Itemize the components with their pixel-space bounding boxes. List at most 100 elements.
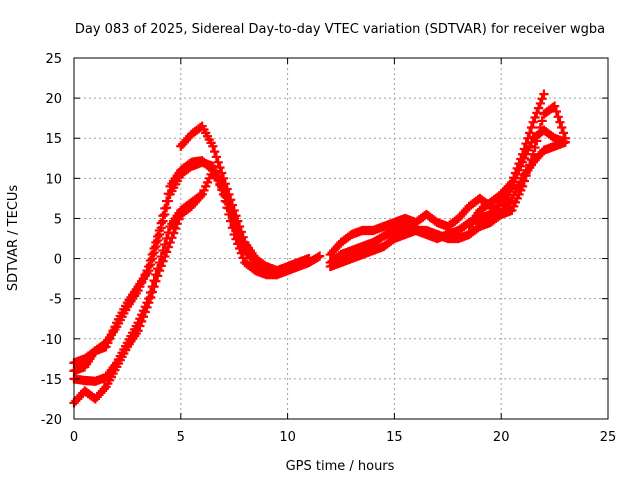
chart-title: Day 083 of 2025, Sidereal Day-to-day VTE…	[75, 22, 605, 37]
data-point	[530, 112, 540, 123]
data-point	[156, 223, 166, 233]
data-point	[158, 216, 168, 226]
data-point	[229, 205, 239, 216]
x-axis-label: GPS time / hours	[286, 459, 395, 474]
data-point	[530, 142, 540, 153]
data-point	[238, 232, 248, 242]
data-point	[528, 117, 538, 127]
y-tick-label: 25	[45, 52, 62, 67]
data-point	[537, 94, 547, 104]
data-point	[238, 253, 248, 263]
data-point	[170, 223, 181, 234]
data-point	[558, 128, 569, 138]
data-point	[315, 251, 325, 261]
data-point	[233, 239, 243, 249]
data-point	[218, 173, 229, 183]
y-tick-label: 10	[45, 172, 62, 187]
data-point	[551, 106, 561, 117]
data-point	[211, 152, 221, 162]
data-point	[231, 211, 241, 221]
data-point	[138, 312, 149, 322]
data-point	[174, 214, 184, 224]
data-point	[172, 219, 182, 229]
data-point	[144, 265, 154, 276]
data-point	[151, 241, 161, 252]
data-point	[169, 228, 179, 238]
y-tick-label: -20	[41, 413, 62, 428]
tick-labels: 0 5 10 15 20 25 -20 -15 -10 -5 0 5 10 15 20 25	[41, 52, 617, 445]
data-markers	[69, 89, 570, 408]
data-point	[510, 168, 521, 178]
series-track-e	[176, 121, 314, 276]
y-tick-label: -5	[49, 293, 62, 308]
data-point	[197, 189, 207, 199]
data-point	[226, 195, 236, 205]
data-point	[526, 122, 537, 133]
y-tick-label: 20	[45, 92, 62, 107]
data-point	[135, 321, 145, 331]
data-point	[217, 168, 227, 178]
data-point	[147, 253, 157, 264]
data-point	[539, 89, 549, 99]
data-point	[156, 261, 166, 271]
plot-frame	[73, 57, 609, 420]
y-tick-label: 5	[54, 212, 62, 227]
data-point	[509, 173, 519, 183]
data-point	[555, 117, 565, 127]
data-point	[145, 259, 156, 270]
data-point	[149, 247, 159, 258]
data-point	[525, 128, 535, 138]
data-point	[535, 98, 545, 109]
data-point	[304, 253, 314, 264]
data-point	[215, 163, 225, 173]
data-point	[153, 271, 163, 281]
data-point	[133, 326, 143, 336]
data-point	[533, 103, 544, 113]
data-point	[224, 189, 234, 199]
data-point	[161, 203, 172, 213]
series-track-i	[464, 89, 549, 232]
data-point	[222, 184, 232, 194]
data-point	[557, 122, 567, 133]
data-point	[151, 276, 161, 286]
data-point	[516, 154, 526, 164]
data-point	[160, 209, 170, 220]
data-point	[153, 235, 163, 246]
x-tick-label: 20	[493, 430, 510, 445]
data-point	[532, 136, 542, 146]
data-point	[523, 133, 533, 143]
y-tick-label: -10	[41, 333, 62, 348]
data-point	[560, 137, 570, 147]
data-point	[519, 144, 529, 154]
data-point	[233, 216, 243, 226]
data-point	[550, 101, 560, 111]
data-point	[161, 247, 172, 257]
series-track-h	[325, 137, 570, 272]
data-point	[514, 159, 524, 169]
data-point	[144, 298, 154, 308]
data-point	[167, 233, 177, 243]
data-point	[160, 251, 170, 262]
data-point	[140, 307, 150, 317]
data-point	[154, 229, 165, 240]
data-point	[165, 237, 175, 248]
x-tick-label: 25	[600, 430, 617, 445]
data-point	[163, 196, 173, 206]
data-point	[227, 223, 238, 233]
data-point	[147, 287, 157, 297]
data-point	[145, 292, 156, 302]
data-point	[142, 302, 152, 312]
y-tick-label: 0	[54, 253, 62, 268]
data-point	[213, 157, 223, 167]
data-point	[158, 256, 168, 266]
data-point	[227, 200, 238, 210]
x-tick-label: 5	[177, 430, 185, 445]
x-tick-label: 10	[279, 430, 296, 445]
y-axis-label: SDTVAR / TECUs	[6, 185, 21, 292]
data-point	[234, 221, 245, 232]
data-point	[137, 316, 147, 326]
data-point	[517, 149, 528, 159]
x-tick-label: 0	[70, 430, 78, 445]
data-point	[512, 163, 522, 173]
